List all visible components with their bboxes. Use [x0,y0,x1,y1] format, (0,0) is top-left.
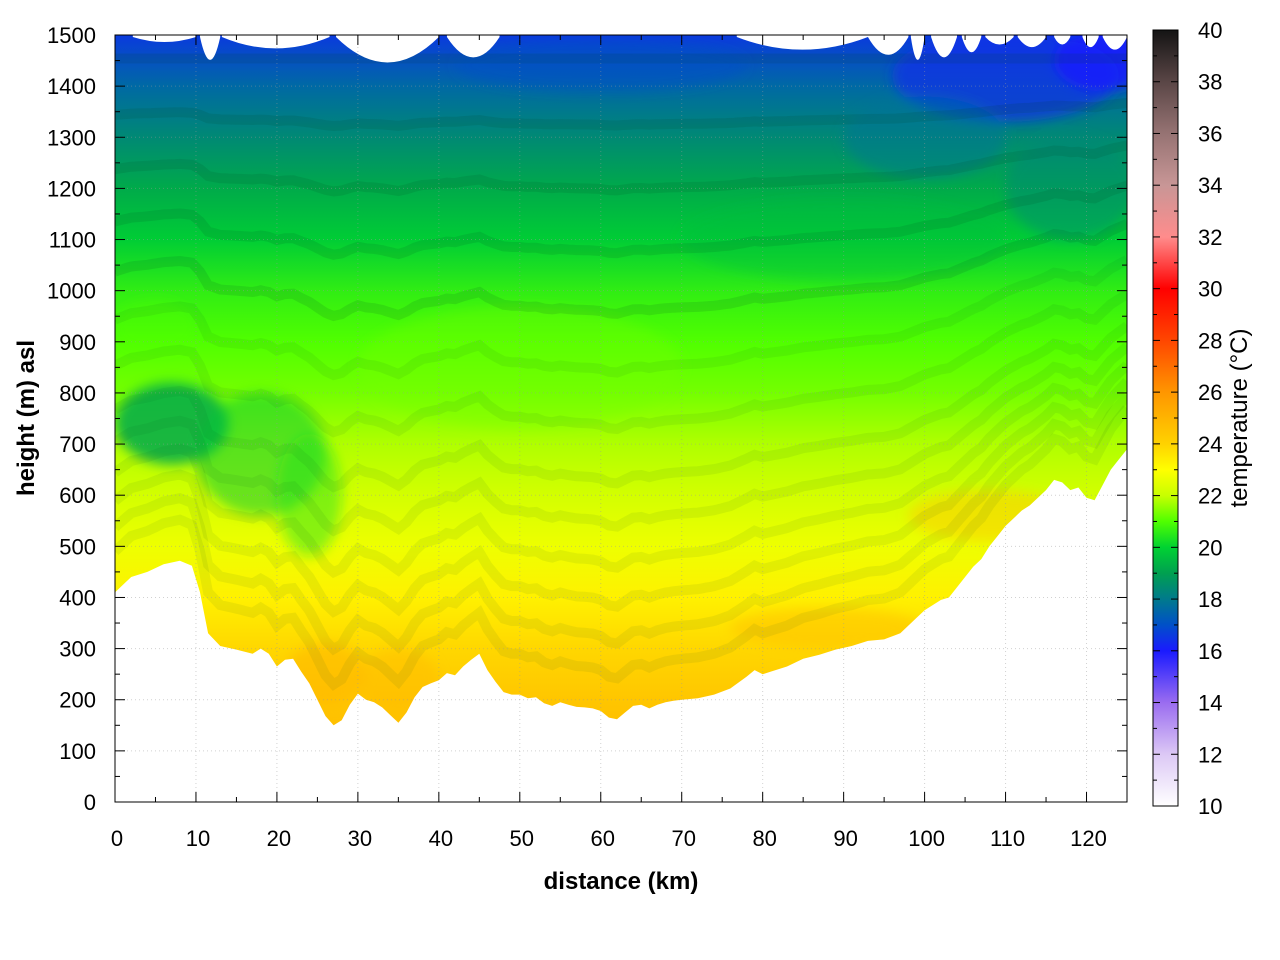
colorbar-tick-label: 12 [1198,742,1222,767]
grid-lines [115,35,1127,802]
colorbar-tick-label: 26 [1198,380,1222,405]
colorbar-tick-label: 34 [1198,173,1222,198]
y-tick-label: 1300 [47,125,96,150]
terrain-mask [115,449,1127,802]
y-tick-label: 1100 [49,228,96,253]
colorbar-tick-label: 24 [1198,432,1222,457]
y-tick-label: 0 [84,790,96,815]
x-tick-label: 20 [267,826,291,851]
x-tick-label: 50 [510,826,534,851]
y-axis-title: height (m) asl [13,340,40,496]
y-tick-label: 100 [59,739,96,764]
x-tick-label: 30 [348,826,372,851]
colorbar-ticks: 10 12 14 16 18 20 22 24 26 28 30 32 34 36 38 40 [1153,18,1222,819]
x-tick-label: 10 [186,826,210,851]
x-tick-label: 90 [833,826,857,851]
y-tick-label: 300 [59,637,96,662]
y-tick-label: 1500 [47,23,96,48]
colorbar-title: temperature (°C) [1226,329,1253,508]
colorbar-tick-label: 14 [1198,691,1222,716]
colorbar-tick-label: 30 [1198,277,1222,302]
x-axis-title: distance (km) [544,868,699,895]
colorbar-tick-label: 28 [1198,328,1222,353]
colorbar-tick-label: 40 [1198,18,1222,43]
isotherm-bands [115,53,1127,691]
x-tick-label: 100 [908,826,945,851]
y-tick-label: 1200 [47,176,96,201]
x-tick-label: 60 [591,826,615,851]
x-tick-label: 40 [429,826,453,851]
colorbar-tick-label: 32 [1198,225,1222,250]
colorbar-tick-label: 18 [1198,587,1222,612]
colorbar-tick-label: 20 [1198,535,1222,560]
colorbar-tick-label: 16 [1198,639,1222,664]
colorbar-tick-label: 22 [1198,484,1222,509]
plot-area [115,35,1127,802]
y-tick-label: 500 [59,534,96,559]
x-tick-label: 70 [671,826,695,851]
y-tick-label: 1400 [47,74,96,99]
colorbar-tick-label: 36 [1198,121,1222,146]
y-tick-label: 800 [59,381,96,406]
colorbar-tick-label: 10 [1198,794,1222,819]
y-tick-label: 900 [59,330,96,355]
y-tick-label: 600 [59,483,96,508]
x-tick-label: 120 [1070,826,1107,851]
x-axis: 0 10 20 30 40 50 60 70 80 90 100 110 120 [111,35,1128,851]
x-tick-label: 0 [111,826,123,851]
y-tick-label: 200 [59,688,96,713]
y-axis: 0 100 200 300 400 500 600 700 800 900 1000 1100 1200… [47,23,1127,815]
y-tick-label: 1000 [47,279,96,304]
y-tick-label: 700 [59,432,96,457]
colorbar: 10 12 14 16 18 20 22 24 26 28 30 32 34 36 38 40 tempera… [1152,18,1253,819]
top-data-gaps [132,35,1127,63]
y-tick-label: 400 [59,585,96,610]
x-tick-label: 80 [752,826,776,851]
colorbar-tick-label: 38 [1198,70,1222,95]
x-tick-label: 110 [990,826,1025,851]
